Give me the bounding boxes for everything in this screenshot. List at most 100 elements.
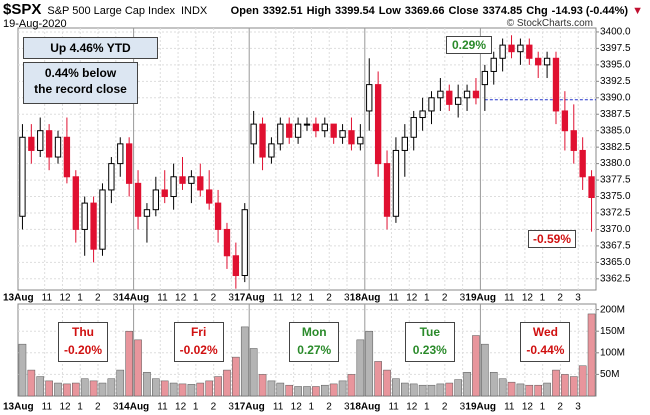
volume-bar [18,343,27,397]
candle-body [232,255,240,277]
x-tick-label: 2 [326,293,332,304]
arrow: ▼ [632,5,643,17]
x-tick-label: 11 [388,293,399,304]
x-tick-label: 11 [42,402,53,413]
volume-bar [169,382,178,397]
y-tick-label: 3395.0 [600,60,631,71]
header-line: $SPX S&P 500 Large Cap Index INDX Open 33… [3,1,643,18]
candle-body [143,209,151,217]
y-tick-label: 3367.5 [600,241,631,252]
x-tick-label: 3 [460,402,466,413]
volume-bar [125,330,133,397]
volume-bar [374,361,382,397]
candle-body [330,123,337,138]
record-box: 0.44% below the record close [23,62,138,104]
x-tick-label: 1 [540,293,546,304]
volume-bar [463,371,471,397]
volume-bar [89,380,98,397]
volume-bar [54,382,62,397]
volume-bar [498,378,507,397]
low-callout: -0.59% [528,230,576,248]
x-tick-label: 2 [557,402,563,413]
volume-bar [338,380,347,397]
volume-bar [285,384,294,397]
candle-body [250,123,257,145]
candle-body [294,123,302,138]
day-name: Wed [532,325,558,339]
candle-body [303,123,311,126]
volume-bar [472,335,480,397]
volume-bar [187,384,196,397]
y-tick-label: 3382.5 [600,142,631,153]
x-tick-label: 11 [157,293,168,304]
x-tick-label: 12 [291,293,303,304]
candle-body [392,149,400,217]
candle-body [588,176,595,199]
volume-bar [312,386,320,397]
candle-body [286,123,293,138]
y-tick-label: 3362.5 [600,273,631,284]
volume-bar [294,386,302,397]
x-tick-label: 12 [522,293,534,304]
day-change: 0.23% [412,343,447,357]
y-tick-label: 3365.0 [600,257,631,268]
x-tick-label: 14Aug [119,293,150,304]
high-label: High [306,5,332,17]
x-tick-label: 12 [59,402,71,413]
y-tick-label: 3400.0 [600,27,631,38]
record-line: the record close [34,82,127,96]
y2-tick-label: 150M [600,326,625,337]
x-tick-label: 12 [406,293,418,304]
x-tick-label: 3 [575,293,581,304]
x-tick-label: 19Aug [465,293,496,304]
x-tick-label: 11 [42,293,53,304]
candle-body [108,163,115,191]
x-tick-label: 3 [575,402,581,413]
open: 3392.51 [262,5,303,17]
candle-body [312,123,320,132]
x-tick-label: 1 [77,293,83,304]
candle-body [526,44,533,59]
x-tick-label: 3 [460,293,466,304]
candle-body [517,44,524,53]
x-tick-label: 12 [522,402,534,413]
x-tick-label: 2 [326,402,332,413]
day-box: Fri -0.02% [173,322,224,362]
credit: © StockCharts.com [506,18,593,29]
x-tick-label: 13Aug [3,402,34,413]
candle-body [348,130,355,145]
volume-bar [516,383,525,397]
volume-bar [561,374,569,397]
volume-bar [409,383,418,397]
volume-bar [481,343,489,397]
candle-body [535,57,542,66]
record-line: 0.44% below [44,66,117,80]
x-tick-label: 11 [157,402,168,413]
x-tick-label: 3 [344,293,350,304]
chg: -14.93 (-0.44%) [551,5,629,17]
day-box: Thu -0.20% [58,322,108,362]
day-name: Mon [301,325,327,339]
x-tick-label: 12 [175,402,187,413]
volume-bar [276,382,285,397]
day-change: -0.44% [526,343,565,357]
volume-bar [214,376,222,397]
volume-bar [249,348,258,397]
candle-body [161,189,168,198]
day-name: Tue [419,325,441,339]
day-change: 0.27% [297,343,332,357]
day-change: -0.02% [179,343,218,357]
x-tick-label: 1 [308,402,314,413]
candle-body [428,97,435,112]
x-tick-label: 2 [557,293,563,304]
x-tick-label: 18Aug [350,402,381,413]
x-tick-label: 11 [273,293,284,304]
header-line-2: 19-Aug-2020 © StockCharts.com [3,18,643,30]
y-tick-label: 3390.0 [600,92,631,103]
volume-bar [365,330,374,397]
candle-body [446,90,453,105]
candle-body [188,176,195,184]
candle-body [197,176,204,191]
volume-bar [587,313,596,397]
